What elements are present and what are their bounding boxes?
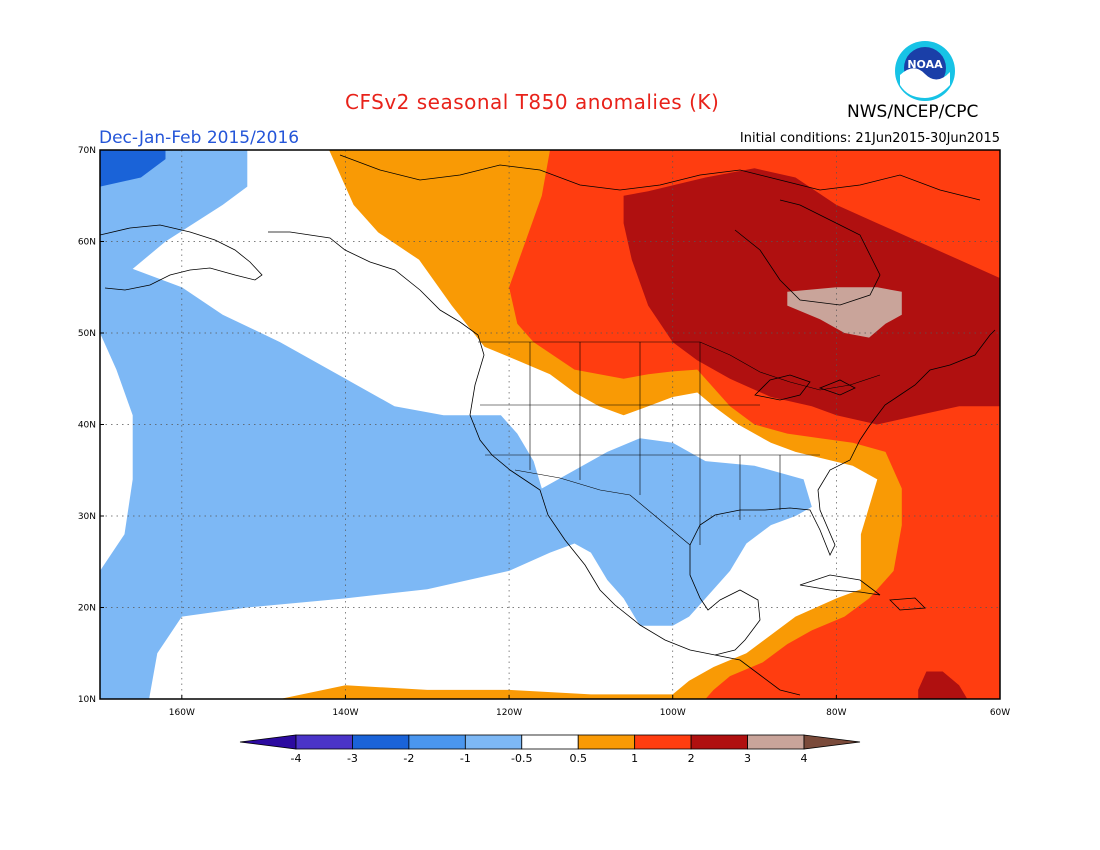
season-label: Dec-Jan-Feb 2015/2016: [99, 128, 300, 148]
central-america-coastline: [714, 654, 801, 696]
anomaly-region-2: [100, 150, 166, 187]
colorbar-level-label: -3: [347, 752, 358, 765]
colorbar-box: [295, 734, 353, 750]
colorbar-box: [521, 734, 579, 750]
lat-tick-label: 30N: [78, 512, 96, 522]
map-title: CFSv2 seasonal T850 anomalies (K): [345, 90, 720, 114]
latitude-labels: 70N 60N 50N 40N 30N 20N 10N: [78, 146, 104, 705]
anomaly-region-1: [100, 150, 812, 699]
map-gridlines: [100, 150, 1000, 699]
lat-tick-label: 50N: [78, 329, 96, 339]
colorbar-box: [408, 734, 466, 750]
coastlines: [99, 154, 996, 696]
alaska-coastline: [99, 224, 263, 291]
longitude-labels: 160W 140W 120W 100W 80W 60W: [169, 695, 1010, 718]
lat-tick-label: 40N: [78, 421, 96, 431]
political-borders: [478, 341, 881, 546]
lat-tick-label: 20N: [78, 604, 96, 614]
great-lakes-outline: [754, 374, 856, 401]
colorbar-level-label: 0.5: [569, 752, 587, 765]
colorbar-upper-arrow: [803, 734, 861, 750]
lon-tick-label: 160W: [169, 708, 195, 718]
colorbar-level-label: 4: [801, 752, 808, 765]
colorbar-lower-arrow: [239, 734, 297, 750]
colorbar-box: [634, 734, 692, 750]
lon-tick-label: 140W: [332, 708, 358, 718]
colorbar-level-label: 1: [631, 752, 638, 765]
colorbar-box: [690, 734, 748, 750]
anomaly-regions: [100, 150, 1000, 699]
colorbar-labels: -4 -3 -2 -1 -0.5 0.5 1 2 3 4: [291, 752, 808, 765]
colorbar-level-label: 3: [744, 752, 751, 765]
us-canada-border: [478, 341, 881, 391]
lon-tick-label: 60W: [990, 708, 1010, 718]
agency-label: NWS/NCEP/CPC: [847, 102, 979, 122]
hispaniola-outline: [889, 597, 926, 611]
anomaly-region-7: [787, 287, 902, 338]
colorbar-level-label: -1: [460, 752, 471, 765]
lon-tick-label: 100W: [660, 708, 686, 718]
logo-text: NOAA: [907, 58, 943, 71]
hudson-bay-coastline: [734, 199, 881, 306]
anomaly-region-6: [918, 671, 968, 699]
colorbar-boxes: [239, 734, 861, 750]
colorbar-box: [464, 734, 523, 750]
north-america-coastline: [268, 231, 996, 656]
colorbar-level-label: -2: [403, 752, 414, 765]
colorbar-box: [352, 734, 410, 750]
arctic-coastline: [339, 154, 981, 201]
lon-tick-label: 120W: [496, 708, 522, 718]
initial-conditions-label: Initial conditions: 21Jun2015-30Jun2015: [739, 131, 1000, 146]
us-state-lines: [480, 342, 820, 545]
colorbar-box: [577, 734, 636, 750]
cuba-outline: [799, 574, 881, 596]
colorbar-box: [747, 734, 805, 750]
lat-tick-label: 70N: [78, 146, 96, 156]
noaa-logo: NOAA: [895, 41, 955, 101]
colorbar-level-label: -0.5: [511, 752, 532, 765]
lon-tick-label: 80W: [826, 708, 846, 718]
colorbar-level-label: 2: [688, 752, 695, 765]
us-mexico-border: [514, 469, 691, 546]
colorbar-level-label: -4: [291, 752, 302, 765]
lat-tick-label: 60N: [78, 238, 96, 248]
lat-tick-label: 10N: [78, 695, 96, 705]
